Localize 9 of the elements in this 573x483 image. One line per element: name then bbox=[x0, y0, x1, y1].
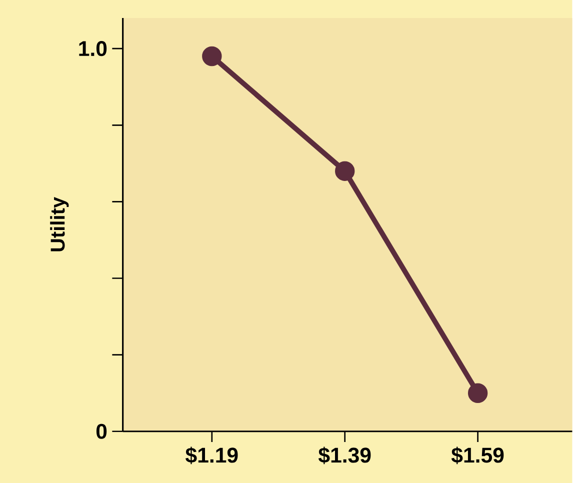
point bbox=[468, 383, 488, 403]
y-tick-label: 0 bbox=[96, 424, 107, 439]
y-tick-label: 1.0 bbox=[79, 40, 107, 56]
point bbox=[202, 46, 222, 66]
x-tick-label: $1.39 bbox=[318, 446, 371, 464]
x-tick-label: $1.59 bbox=[451, 446, 504, 464]
x-tick-label: $1.19 bbox=[186, 446, 238, 464]
y-axis-title: Utility bbox=[50, 196, 69, 252]
point bbox=[335, 161, 355, 181]
